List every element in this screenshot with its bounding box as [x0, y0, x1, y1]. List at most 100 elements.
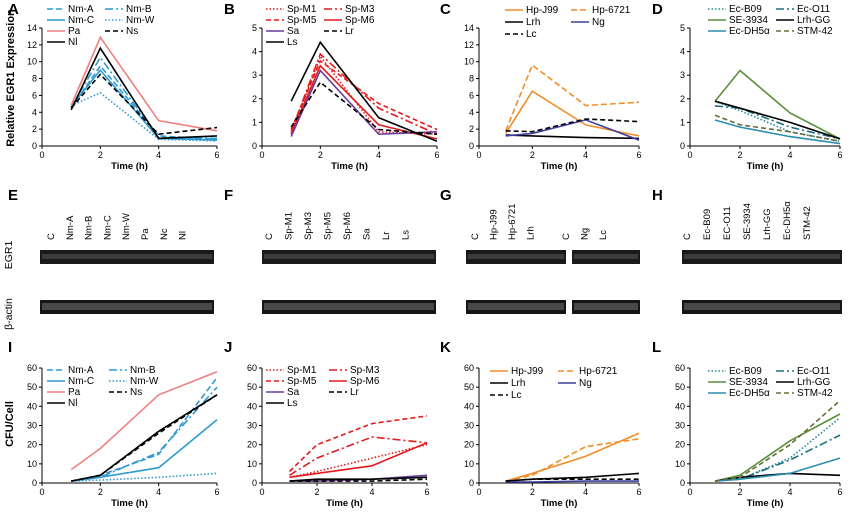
x-axis-label: Time (h): [541, 498, 578, 509]
series-line-sp-m5: [290, 59, 438, 131]
series-line-sp-m3: [289, 436, 428, 476]
y-tick-label: 0: [680, 141, 685, 151]
legend-label: Ls: [287, 37, 298, 48]
x-tick-label: 4: [369, 487, 374, 497]
y-tick-label: 0: [469, 141, 474, 151]
panel-label: L: [652, 339, 661, 356]
series-line-sp-m6: [289, 442, 428, 479]
lane-label: Sp-M1: [284, 212, 295, 240]
legend-label: Hp-J99: [526, 5, 559, 16]
y-tick-label: 20: [464, 440, 474, 450]
y-tick-label: 50: [247, 382, 257, 392]
series-line-se-3934: [714, 413, 841, 482]
actin-row-label: β-actin: [3, 298, 15, 330]
gel-panel-label-e: E: [8, 187, 18, 204]
lane-label: Sp-M5: [323, 212, 334, 240]
x-tick-label: 2: [737, 150, 742, 160]
series-line-nm-c: [71, 419, 218, 482]
y-tick-label: 0: [469, 478, 474, 488]
series-line-nl: [71, 394, 218, 482]
y-tick-label: 50: [27, 382, 37, 392]
legend-label: Nm-C: [68, 376, 94, 387]
legend-label: Lrh: [511, 378, 525, 389]
legend-label: Sp-M1: [287, 4, 317, 15]
legend-label: Sp-M6: [345, 15, 375, 26]
legend-label: Nm-W: [126, 15, 155, 26]
y-tick-label: 10: [247, 459, 257, 469]
egr1-band: [684, 254, 840, 259]
gel-h: C Ec-B09 EC-O11 SE-3934 Lrh-GG Ec-DH5α STM-42: [682, 201, 842, 314]
panel-label: J: [224, 339, 232, 356]
egr1-band: [42, 254, 212, 259]
series-line-ls: [290, 40, 438, 143]
actin-band: [264, 303, 434, 310]
legend-label: STM-42: [797, 388, 833, 399]
actin-band: [468, 303, 564, 310]
x-tick-label: 2: [98, 487, 103, 497]
legend-label: Ls: [287, 398, 298, 409]
series-line-lc: [505, 478, 639, 482]
lane-label: C: [682, 233, 693, 240]
legend-label: Ec-B09: [729, 4, 762, 15]
legend-label: Sp-M1: [287, 365, 317, 376]
legend-label: Ec-O11: [797, 366, 831, 377]
y-tick-label: 4: [32, 107, 37, 117]
lane-label: Hp-6721: [507, 204, 518, 240]
egr1-band: [264, 254, 434, 259]
expression-ylabel: Relative EGR1 Expression: [5, 9, 17, 147]
series-line-sa: [290, 69, 438, 137]
lane-label: STM-42: [802, 206, 813, 240]
y-tick-label: 0: [252, 141, 257, 151]
y-tick-label: 30: [247, 421, 257, 431]
x-tick-label: 0: [259, 487, 264, 497]
gel-g: C Hp-J99 Hp-6721 Lrh C Ng Lc: [466, 204, 640, 314]
lane-label: Nm-A: [65, 215, 76, 240]
egr1-band: [468, 254, 564, 259]
legend-label: Sp-M6: [350, 376, 380, 387]
x-tick-label: 0: [476, 487, 481, 497]
series-line-stm-42: [714, 400, 841, 482]
series-line-nl: [70, 46, 218, 140]
y-tick-label: 10: [27, 459, 37, 469]
gel-panel-label-h: H: [652, 187, 663, 204]
gel-panel-label-f: F: [224, 187, 233, 204]
x-tick-label: 4: [787, 487, 792, 497]
legend-label: Ns: [126, 26, 138, 37]
y-tick-label: 4: [469, 107, 474, 117]
y-tick-label: 14: [27, 23, 37, 33]
cfu-ylabel: CFU/Cell: [4, 401, 16, 447]
legend-label: Nm-A: [68, 365, 94, 376]
chart-panel-b: B 0 1 2 3 4 5 0 2 4 6 Time (h) Sp-M1 Sp-M3 Sp-M5 Sp-M6 S…: [224, 1, 440, 172]
legend-label: Nm-C: [68, 15, 94, 26]
lane-label: Nl: [178, 231, 189, 240]
y-tick-label: 4: [252, 47, 257, 57]
y-tick-label: 0: [32, 478, 37, 488]
series-line-hp-6721: [505, 438, 640, 482]
x-axis-label: Time (h): [541, 161, 578, 172]
legend-label: Lrh-GG: [797, 15, 831, 26]
y-tick-label: 12: [464, 40, 474, 50]
series-line-sp-m1: [290, 54, 438, 135]
lane-label: Ls: [401, 230, 412, 240]
y-tick-label: 10: [464, 57, 474, 67]
legend-label: Lc: [526, 29, 537, 40]
legend-label: Nl: [68, 398, 77, 409]
y-tick-label: 3: [680, 70, 685, 80]
x-tick-label: 2: [737, 487, 742, 497]
y-tick-label: 40: [247, 401, 257, 411]
series-line-ec-b09: [714, 100, 841, 143]
y-tick-label: 60: [27, 363, 37, 373]
lane-label: Hp-J99: [489, 209, 500, 240]
lane-label: SE-3934: [742, 203, 753, 240]
legend-label: Ec-DH5α: [729, 388, 770, 399]
lane-label: Sp-M3: [303, 212, 314, 240]
legend-label: Sp-M3: [345, 4, 375, 15]
series-line-lr: [290, 81, 438, 135]
x-tick-label: 6: [214, 487, 219, 497]
panel-label: C: [440, 1, 451, 18]
series-line-sp-m6: [290, 64, 438, 140]
x-tick-label: 4: [376, 150, 381, 160]
legend-label: Lr: [350, 387, 360, 398]
series-line-pa: [70, 371, 218, 471]
